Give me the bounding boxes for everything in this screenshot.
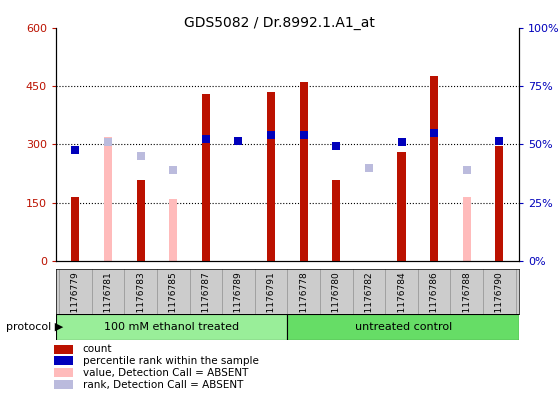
Text: GSM1176790: GSM1176790 <box>495 272 504 332</box>
Bar <box>104 137 112 261</box>
Text: GSM1176778: GSM1176778 <box>299 272 308 332</box>
Text: GDS5082 / Dr.8992.1.A1_at: GDS5082 / Dr.8992.1.A1_at <box>184 16 374 30</box>
Text: protocol ▶: protocol ▶ <box>6 322 63 332</box>
Text: GSM1176782: GSM1176782 <box>364 272 373 332</box>
Bar <box>54 356 73 365</box>
Text: GSM1176787: GSM1176787 <box>201 272 210 332</box>
Text: GSM1176788: GSM1176788 <box>462 272 472 332</box>
Bar <box>169 199 177 261</box>
Bar <box>430 76 438 261</box>
Text: percentile rank within the sample: percentile rank within the sample <box>83 356 258 366</box>
Bar <box>54 380 73 389</box>
Bar <box>137 180 145 261</box>
Bar <box>54 368 73 377</box>
Text: GSM1176789: GSM1176789 <box>234 272 243 332</box>
Bar <box>463 197 471 261</box>
Text: GSM1176786: GSM1176786 <box>430 272 439 332</box>
Bar <box>496 146 503 261</box>
Bar <box>202 94 210 261</box>
Bar <box>332 180 340 261</box>
Text: GSM1176780: GSM1176780 <box>332 272 341 332</box>
Bar <box>397 152 406 261</box>
Bar <box>287 314 519 340</box>
Text: GSM1176779: GSM1176779 <box>71 272 80 332</box>
Text: count: count <box>83 345 112 354</box>
Bar <box>54 345 73 354</box>
Text: rank, Detection Call = ABSENT: rank, Detection Call = ABSENT <box>83 380 243 389</box>
Bar <box>56 314 287 340</box>
Bar <box>267 92 275 261</box>
Text: GSM1176791: GSM1176791 <box>267 272 276 332</box>
Bar <box>71 197 79 261</box>
Text: 100 mM ethanol treated: 100 mM ethanol treated <box>104 322 239 332</box>
Text: value, Detection Call = ABSENT: value, Detection Call = ABSENT <box>83 368 248 378</box>
Text: GSM1176784: GSM1176784 <box>397 272 406 332</box>
Text: GSM1176783: GSM1176783 <box>136 272 145 332</box>
Bar <box>300 82 308 261</box>
Text: untreated control: untreated control <box>354 322 452 332</box>
Text: GSM1176785: GSM1176785 <box>169 272 177 332</box>
Text: GSM1176781: GSM1176781 <box>103 272 113 332</box>
